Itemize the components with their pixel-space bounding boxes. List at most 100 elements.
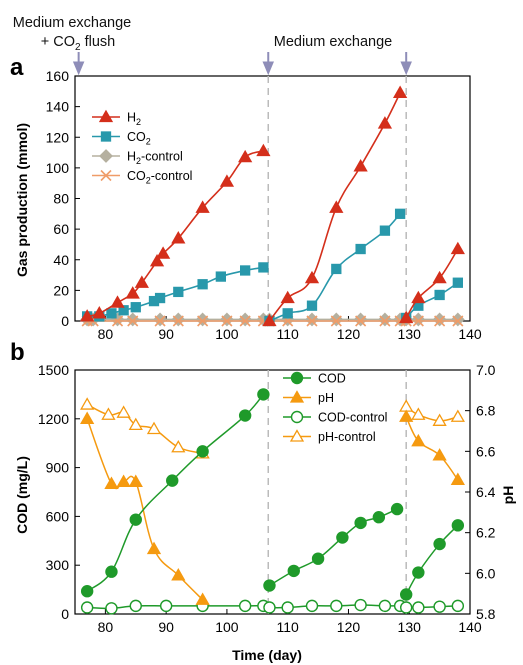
- panel-a-h2-control-point: [432, 312, 447, 327]
- panel-a-co2-point: [173, 286, 184, 298]
- panel-a-h2-control-point: [378, 312, 392, 327]
- panel-b-y2-tick-label: 6.8: [476, 403, 496, 419]
- legend-co2-control-marker: [100, 169, 112, 182]
- panel-b-cod-point: [390, 502, 404, 516]
- legend-h2-label-text: H: [127, 111, 136, 125]
- panel-b-plot-frame: [74, 369, 471, 615]
- panel-b-y2-tick-label: 5.8: [476, 606, 496, 622]
- panel-b-plot: 80 90 100 110 120 130 140 0 300 600 900 1200 1500 5.8…: [38, 362, 496, 635]
- panel-b-ph-control-point: [116, 405, 131, 418]
- panel-a-co2-control-point-stroke: [452, 315, 464, 327]
- panel-a-co2-control-point: [452, 315, 464, 327]
- panel-b-ph-point: [116, 474, 131, 487]
- legend-h2-label-subscript: 2: [136, 117, 141, 127]
- panel-b-cod-control-point: [263, 601, 276, 614]
- panel-a-h2-control-point: [329, 312, 344, 327]
- panel-a-h2-point: [238, 149, 253, 163]
- panel-a-co2-point: [394, 208, 406, 219]
- panel-b-ph-control-point: [128, 417, 143, 431]
- panel-a-plot: 80 90 100 110 120 130 140 0 20 40 60 80 100 120 140 160…: [46, 68, 482, 342]
- panel-b-ph-point: [195, 592, 210, 605]
- legend-h2-label: H2: [127, 111, 141, 128]
- panel-a-h2-point: [256, 143, 271, 157]
- panel-b-ph-control-point: [101, 407, 116, 420]
- panel-a-h2-point: [280, 290, 295, 304]
- legend-cod-marker: [290, 371, 304, 385]
- panel-a-x-tick-label: 100: [215, 326, 239, 342]
- panel-b-ph-point: [432, 448, 447, 461]
- panel-b-y2-tick-label: 6.6: [476, 443, 496, 459]
- panel-label-a: a: [10, 54, 24, 81]
- panel-a-h2-point: [134, 275, 149, 288]
- panel-a-co2-point: [197, 279, 208, 290]
- annotation-event-1-line-1: Medium exchange: [13, 15, 132, 31]
- panel-a-co2-point: [282, 308, 293, 319]
- legend-h2-control-label-subscript: 2: [136, 156, 141, 166]
- panel-a-co2-point: [118, 305, 129, 316]
- panel-b-ph-control-point: [411, 407, 426, 420]
- panel-a-h2-point: [353, 159, 368, 172]
- panel-b-cod-control-point: [451, 599, 465, 613]
- panel-b-y2-tick-label: 6.2: [476, 525, 496, 541]
- panel-a-h2-control-point: [171, 312, 186, 327]
- panel-a-h2-point: [399, 310, 414, 324]
- panel-b-x-tick-label: 110: [277, 619, 300, 635]
- panel-a-co2-control-point: [355, 315, 367, 327]
- panel-b-ph-point: [104, 476, 119, 490]
- panel-a-h2-control-point: [238, 312, 253, 327]
- panel-b-cod-control-point: [330, 599, 343, 613]
- panel-a-co2-control-point-stroke: [111, 315, 124, 327]
- panel-a-co2-point: [154, 292, 166, 304]
- panel-b-y-tick-label: 0: [61, 606, 69, 622]
- legend-cod-label: COD: [318, 372, 346, 386]
- panel-a-co2-point: [130, 302, 141, 313]
- panel-b-cod-point: [105, 565, 118, 578]
- panel-a-co2-point: [331, 263, 342, 275]
- panel-b-x-tick-label: 100: [215, 619, 239, 635]
- panel-a-co2-point: [355, 243, 366, 255]
- panel-b-cod-control-point: [305, 599, 319, 613]
- panel-b-x-tick-label: 140: [458, 619, 482, 635]
- panel-b-cod-control-point: [412, 601, 425, 614]
- panel-b-x-tick-label: 120: [337, 619, 361, 635]
- legend-co2-control-label-suffix: -control: [151, 169, 193, 183]
- panel-a-co2-point: [258, 262, 269, 273]
- panel-b-cod-point: [336, 531, 349, 544]
- event-arrows: [72, 52, 412, 76]
- panel-b-ph-control-point: [450, 409, 465, 422]
- panel-b-ph-line: [86, 418, 204, 601]
- panel-a-co2-control-point-stroke: [239, 315, 251, 327]
- panel-a-h2-control-point: [220, 312, 234, 327]
- panel-a-h2-point: [392, 85, 408, 98]
- panel-a-h2-point: [80, 309, 95, 322]
- event-arrow-head: [72, 61, 85, 76]
- panel-a-co2-control-point: [434, 315, 446, 327]
- panel-b-cod-point: [287, 564, 300, 578]
- panel-a-co2-point: [215, 271, 226, 282]
- panel-a-y-tick-label: 60: [53, 221, 69, 237]
- panel-b-legend: COD pH COD-control pH-control: [283, 371, 387, 444]
- panel-a-y-axis-label: Gas production (mmol): [14, 123, 30, 277]
- panel-a-co2-point: [379, 225, 391, 236]
- panel-a-co2-point: [306, 300, 318, 311]
- panel-b-cod-control-point: [433, 600, 446, 613]
- panel-b-y2-axis-label: pH: [500, 486, 516, 505]
- panel-a-co2-line: [405, 282, 459, 319]
- panel-b-cod-control-point: [159, 599, 173, 613]
- panel-b-cod-point: [399, 588, 413, 601]
- panel-a-x-tick-label: 80: [98, 326, 114, 342]
- panel-a-co2-control-point-stroke: [306, 315, 318, 327]
- panel-a-co2-control-point-stroke: [412, 315, 424, 327]
- panel-b-y2-tick-label: 7.0: [476, 362, 496, 378]
- legend-h2-marker: [98, 109, 114, 123]
- panel-b-cod-control-point: [129, 599, 142, 613]
- panel-a-h2-control-point: [411, 312, 426, 327]
- panel-label-b: b: [10, 339, 25, 366]
- panel-b-ph-point: [80, 411, 95, 424]
- panel-a-y-tick-label: 100: [46, 160, 70, 176]
- panel-a-co2-control-point-stroke: [197, 315, 209, 327]
- panel-a-y-tick-label: 0: [61, 313, 69, 329]
- panel-a-h2-point: [195, 200, 210, 213]
- panel-b-cod-line: [86, 393, 264, 592]
